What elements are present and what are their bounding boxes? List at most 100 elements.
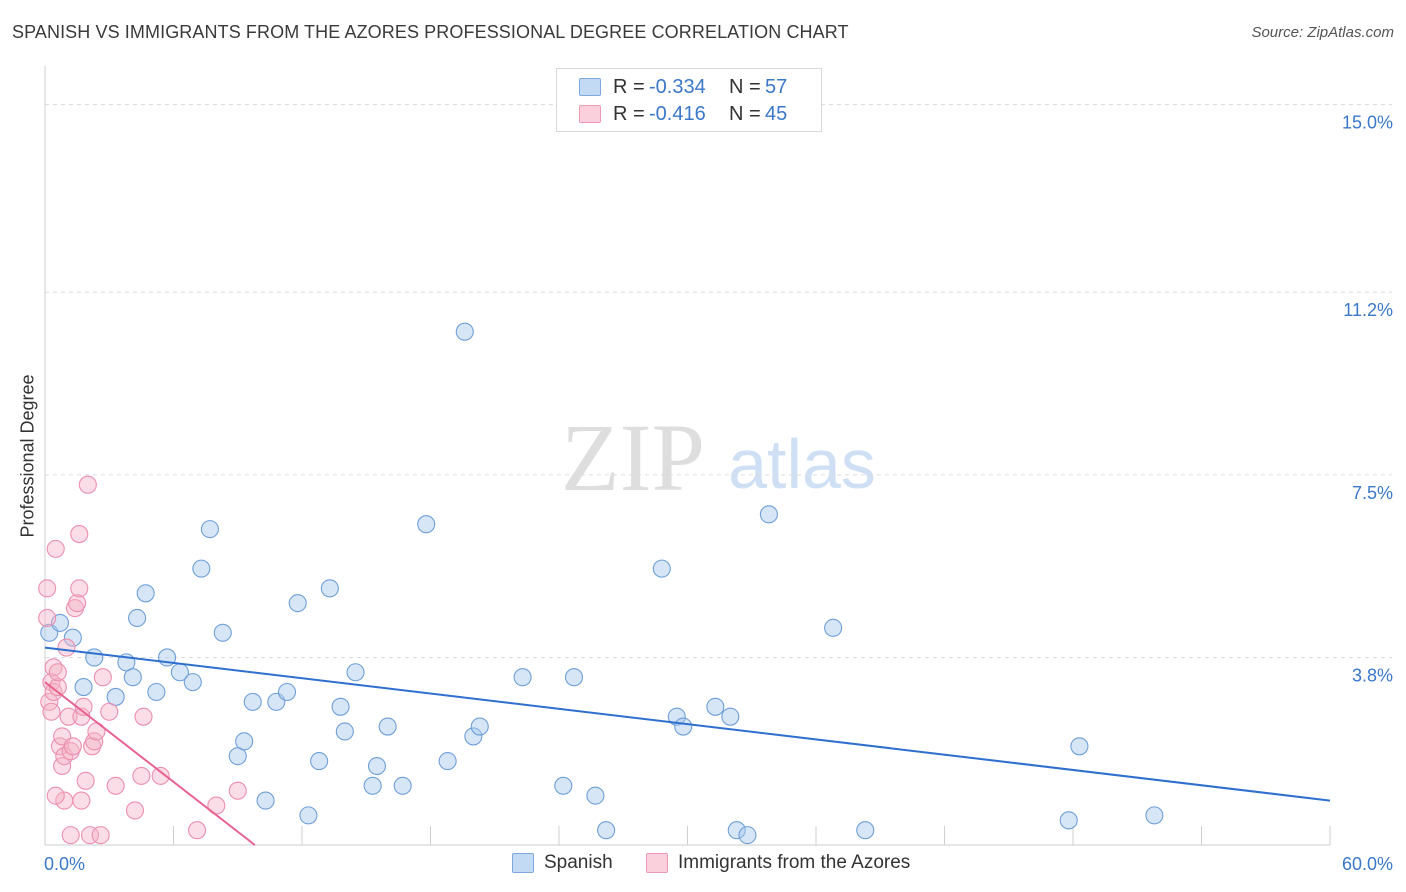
legend-label-spanish: Spanish xyxy=(544,852,613,873)
spanish-point xyxy=(346,663,365,682)
azores-point xyxy=(48,678,67,697)
gridlines xyxy=(45,104,1392,658)
spanish-point xyxy=(367,756,387,776)
azores-point xyxy=(93,668,112,687)
source-label: Source: ZipAtlas.com xyxy=(1251,24,1394,41)
spanish-point xyxy=(147,682,166,702)
spanish-point xyxy=(213,623,232,642)
y-tick-label: 7.5% xyxy=(1352,483,1393,503)
n-value: 57 xyxy=(765,75,788,98)
spanish-point xyxy=(136,584,155,603)
azores-point xyxy=(61,826,80,845)
watermark-zip: ZIP xyxy=(561,404,705,511)
series-legend: Spanish Immigrants from the Azores xyxy=(0,852,1406,878)
spanish-point xyxy=(667,707,686,726)
azores-trend-line xyxy=(44,681,256,846)
r-label: R = xyxy=(613,75,645,98)
azores-point xyxy=(151,766,170,785)
azores-point xyxy=(76,771,95,790)
spanish-point xyxy=(200,520,219,539)
azores-point xyxy=(38,579,57,598)
y-tick-label: 3.8% xyxy=(1352,665,1393,685)
correlation-legend: R = -0.334 N = 57 R = -0.416 N = 45 xyxy=(556,68,822,132)
spanish-point xyxy=(299,806,318,825)
tick-labels: 3.8% 7.5% 11.2% 15.0% 0.0% 60.0% xyxy=(44,113,1393,874)
series-azores xyxy=(38,475,247,845)
azores-point xyxy=(132,766,151,785)
spanish-point xyxy=(727,821,746,840)
spanish-point xyxy=(513,668,532,687)
azores-point xyxy=(68,594,87,613)
azores-point xyxy=(134,707,153,726)
spanish-point xyxy=(1145,806,1164,825)
azores-point xyxy=(70,525,89,544)
azores-swatch xyxy=(579,105,601,123)
azores-point xyxy=(38,608,57,628)
spanish-point xyxy=(243,692,262,711)
spanish-swatch xyxy=(579,78,601,96)
spanish-point xyxy=(438,752,457,771)
azores-point xyxy=(100,702,119,721)
n-label: N = xyxy=(729,102,761,125)
legend-item-azores: Immigrants from the Azores xyxy=(646,852,910,874)
watermark-atlas: atlas xyxy=(728,425,876,503)
azores-point xyxy=(70,579,89,598)
spanish-point xyxy=(586,786,605,805)
legend-row-spanish: R = -0.334 N = 57 xyxy=(579,75,787,99)
y-tick-label: 11.2% xyxy=(1343,300,1393,320)
spanish-point xyxy=(554,776,573,795)
spanish-swatch xyxy=(512,853,534,873)
spanish-point xyxy=(721,707,740,726)
azores-point xyxy=(125,801,144,820)
legend-label-azores: Immigrants from the Azores xyxy=(678,852,911,873)
legend-item-spanish: Spanish xyxy=(512,852,613,874)
spanish-point xyxy=(393,776,412,795)
spanish-point xyxy=(128,608,147,628)
azores-point xyxy=(57,638,76,657)
spanish-point xyxy=(824,618,843,637)
spanish-point xyxy=(738,826,757,845)
spanish-point xyxy=(183,673,202,692)
y-tick-label: 15.0% xyxy=(1342,113,1393,133)
legend-row-azores: R = -0.416 N = 45 xyxy=(579,102,787,126)
azores-point xyxy=(91,826,110,845)
series-spanish xyxy=(40,322,1164,845)
azores-point xyxy=(46,539,65,558)
spanish-point xyxy=(192,559,211,578)
spanish-point xyxy=(310,752,329,771)
axes xyxy=(44,66,1331,846)
azores-point xyxy=(46,786,65,805)
azores-point xyxy=(106,776,125,795)
spanish-point xyxy=(1070,737,1089,756)
x-tick-label: 60.0% xyxy=(1342,854,1393,874)
azores-point xyxy=(74,697,93,716)
azores-point xyxy=(42,702,61,721)
azores-point xyxy=(228,781,247,800)
chart-title: SPANISH VS IMMIGRANTS FROM THE AZORES PR… xyxy=(12,22,849,42)
spanish-point xyxy=(335,722,354,741)
spanish-point xyxy=(63,628,82,647)
n-label: N = xyxy=(729,75,761,98)
spanish-point xyxy=(759,505,778,524)
trend-lines xyxy=(44,646,1331,846)
spanish-point xyxy=(455,322,474,341)
y-axis-label: Professional Degree xyxy=(17,374,38,538)
spanish-point xyxy=(856,821,875,840)
azores-point xyxy=(188,821,207,840)
x-tick-label: 0.0% xyxy=(44,854,85,874)
spanish-point xyxy=(378,717,397,736)
azores-point xyxy=(59,707,78,726)
spanish-point xyxy=(363,776,382,795)
spanish-point xyxy=(470,717,489,736)
spanish-point xyxy=(464,727,483,746)
spanish-point xyxy=(85,648,104,667)
spanish-point xyxy=(256,791,275,810)
spanish-trend-line xyxy=(44,646,1331,802)
azores-point xyxy=(63,737,82,756)
azores-point xyxy=(78,475,97,494)
spanish-point xyxy=(288,594,307,613)
spanish-point xyxy=(417,515,436,534)
spanish-point xyxy=(564,668,584,687)
r-value: -0.416 xyxy=(649,102,706,125)
